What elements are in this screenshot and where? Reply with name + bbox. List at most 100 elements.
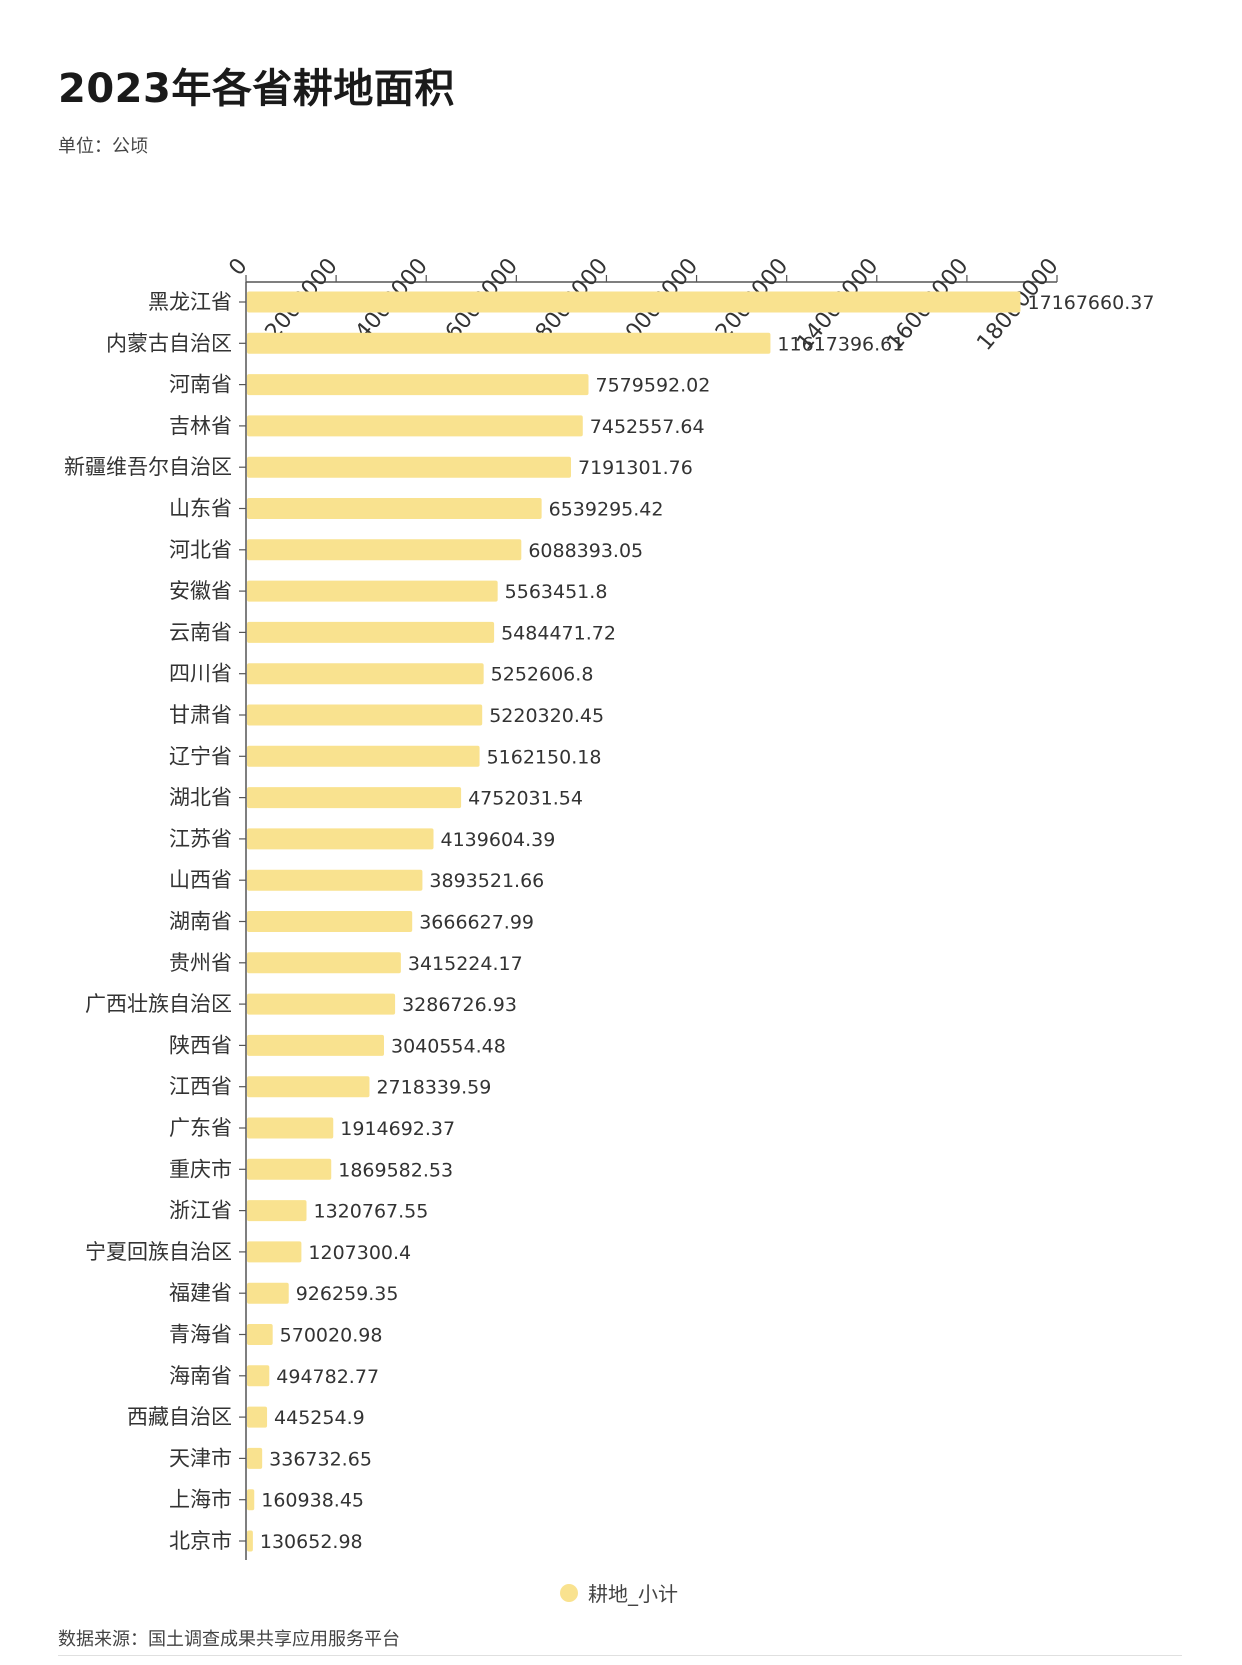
- bar: [247, 374, 589, 396]
- category-label: 内蒙古自治区: [106, 331, 232, 355]
- category-label: 四川省: [169, 662, 232, 686]
- category-label: 广东省: [169, 1116, 232, 1140]
- bar: [247, 1158, 332, 1180]
- category-label: 河北省: [169, 538, 232, 562]
- category-label: 山东省: [169, 497, 232, 521]
- category-label: 云南省: [169, 620, 232, 644]
- value-label: 17167660.37: [1027, 292, 1154, 314]
- bar: [247, 704, 483, 726]
- category-label: 西藏自治区: [127, 1405, 232, 1429]
- value-label: 4139604.39: [441, 829, 556, 851]
- category-label: 新疆维吾尔自治区: [64, 455, 232, 479]
- category-label: 广西壮族自治区: [85, 992, 232, 1016]
- value-label: 5563451.8: [505, 581, 608, 603]
- x-tick-label: 0: [224, 254, 252, 281]
- footer-divider: [58, 1655, 1182, 1656]
- value-label: 494782.77: [276, 1366, 379, 1388]
- value-label: 3893521.66: [429, 870, 544, 892]
- bar: [247, 1241, 302, 1263]
- value-label: 5162150.18: [487, 746, 602, 768]
- value-label: 11617396.61: [777, 333, 904, 355]
- category-label: 贵州省: [169, 951, 232, 975]
- category-label: 陕西省: [169, 1033, 232, 1057]
- value-label: 6088393.05: [528, 540, 643, 562]
- category-label: 河南省: [169, 373, 232, 397]
- value-label: 160938.45: [261, 1490, 364, 1512]
- value-label: 570020.98: [280, 1325, 383, 1347]
- value-label: 7191301.76: [578, 457, 693, 479]
- bar: [247, 1034, 384, 1056]
- value-label: 5220320.45: [489, 705, 604, 727]
- value-label: 1869582.53: [338, 1159, 453, 1181]
- category-label: 青海省: [169, 1323, 232, 1347]
- value-label: 3286726.93: [402, 994, 517, 1016]
- bar: [247, 291, 1021, 313]
- category-label: 辽宁省: [169, 744, 232, 768]
- bar: [247, 1530, 253, 1552]
- value-label: 445254.9: [274, 1407, 365, 1429]
- value-label: 1320767.55: [314, 1201, 429, 1223]
- value-label: 6539295.42: [549, 499, 664, 521]
- legend-label: 耕地_小计: [588, 1582, 678, 1606]
- bar: [247, 1324, 273, 1345]
- category-label: 山西省: [169, 868, 232, 892]
- bar: [247, 415, 583, 437]
- category-label: 天津市: [169, 1446, 232, 1470]
- legend-marker: [560, 1583, 578, 1602]
- bar: [247, 580, 498, 602]
- value-label: 4752031.54: [468, 788, 583, 810]
- legend[interactable]: 耕地_小计: [560, 1578, 678, 1607]
- bar: [247, 828, 434, 850]
- category-label: 黑龙江省: [148, 290, 232, 314]
- bar-chart: 0200000040000006000000800000010000000120…: [64, 254, 1154, 1560]
- category-label: 吉林省: [169, 414, 232, 438]
- value-label: 1207300.4: [308, 1242, 411, 1264]
- value-label: 926259.35: [296, 1283, 399, 1305]
- bar: [247, 621, 495, 643]
- value-label: 3415224.17: [408, 953, 523, 975]
- category-label: 江苏省: [169, 827, 232, 851]
- bar: [247, 1282, 289, 1304]
- value-label: 5484471.72: [501, 622, 616, 644]
- bar: [247, 1489, 255, 1511]
- value-label: 130652.98: [260, 1531, 363, 1553]
- category-label: 湖南省: [169, 910, 232, 934]
- unit-label: 单位：公顷: [58, 136, 148, 157]
- value-label: 3040554.48: [391, 1035, 506, 1057]
- bar: [247, 1076, 370, 1098]
- bar: [247, 332, 771, 354]
- bar: [247, 456, 572, 478]
- bar: [247, 498, 542, 519]
- category-label: 宁夏回族自治区: [85, 1240, 232, 1264]
- bar: [247, 787, 462, 809]
- chart-title: 2023年各省耕地面积: [58, 66, 455, 112]
- bar: [247, 663, 484, 685]
- bar: [247, 1406, 268, 1428]
- bar: [247, 1117, 334, 1139]
- category-label: 上海市: [169, 1488, 232, 1512]
- value-label: 7452557.64: [590, 416, 705, 438]
- bar: [247, 952, 401, 974]
- bar: [247, 911, 413, 932]
- category-label: 浙江省: [169, 1199, 232, 1223]
- category-label: 江西省: [169, 1075, 232, 1099]
- bar: [247, 1447, 263, 1469]
- value-label: 2718339.59: [376, 1077, 491, 1099]
- category-label: 北京市: [169, 1529, 232, 1553]
- category-label: 重庆市: [169, 1157, 232, 1181]
- bar: [247, 745, 480, 767]
- data-source: 数据来源：国土调查成果共享应用服务平台: [58, 1629, 400, 1650]
- value-label: 5252606.8: [491, 664, 594, 686]
- value-label: 336732.65: [269, 1448, 372, 1470]
- bar: [247, 1365, 270, 1387]
- category-label: 海南省: [169, 1364, 232, 1388]
- value-label: 3666627.99: [419, 912, 534, 934]
- bar: [247, 539, 522, 561]
- bar: [247, 869, 423, 891]
- bar: [247, 993, 396, 1015]
- value-label: 7579592.02: [596, 375, 711, 397]
- bar: [247, 1200, 307, 1222]
- category-label: 甘肃省: [169, 703, 232, 727]
- category-label: 湖北省: [169, 786, 232, 810]
- category-label: 福建省: [169, 1281, 232, 1305]
